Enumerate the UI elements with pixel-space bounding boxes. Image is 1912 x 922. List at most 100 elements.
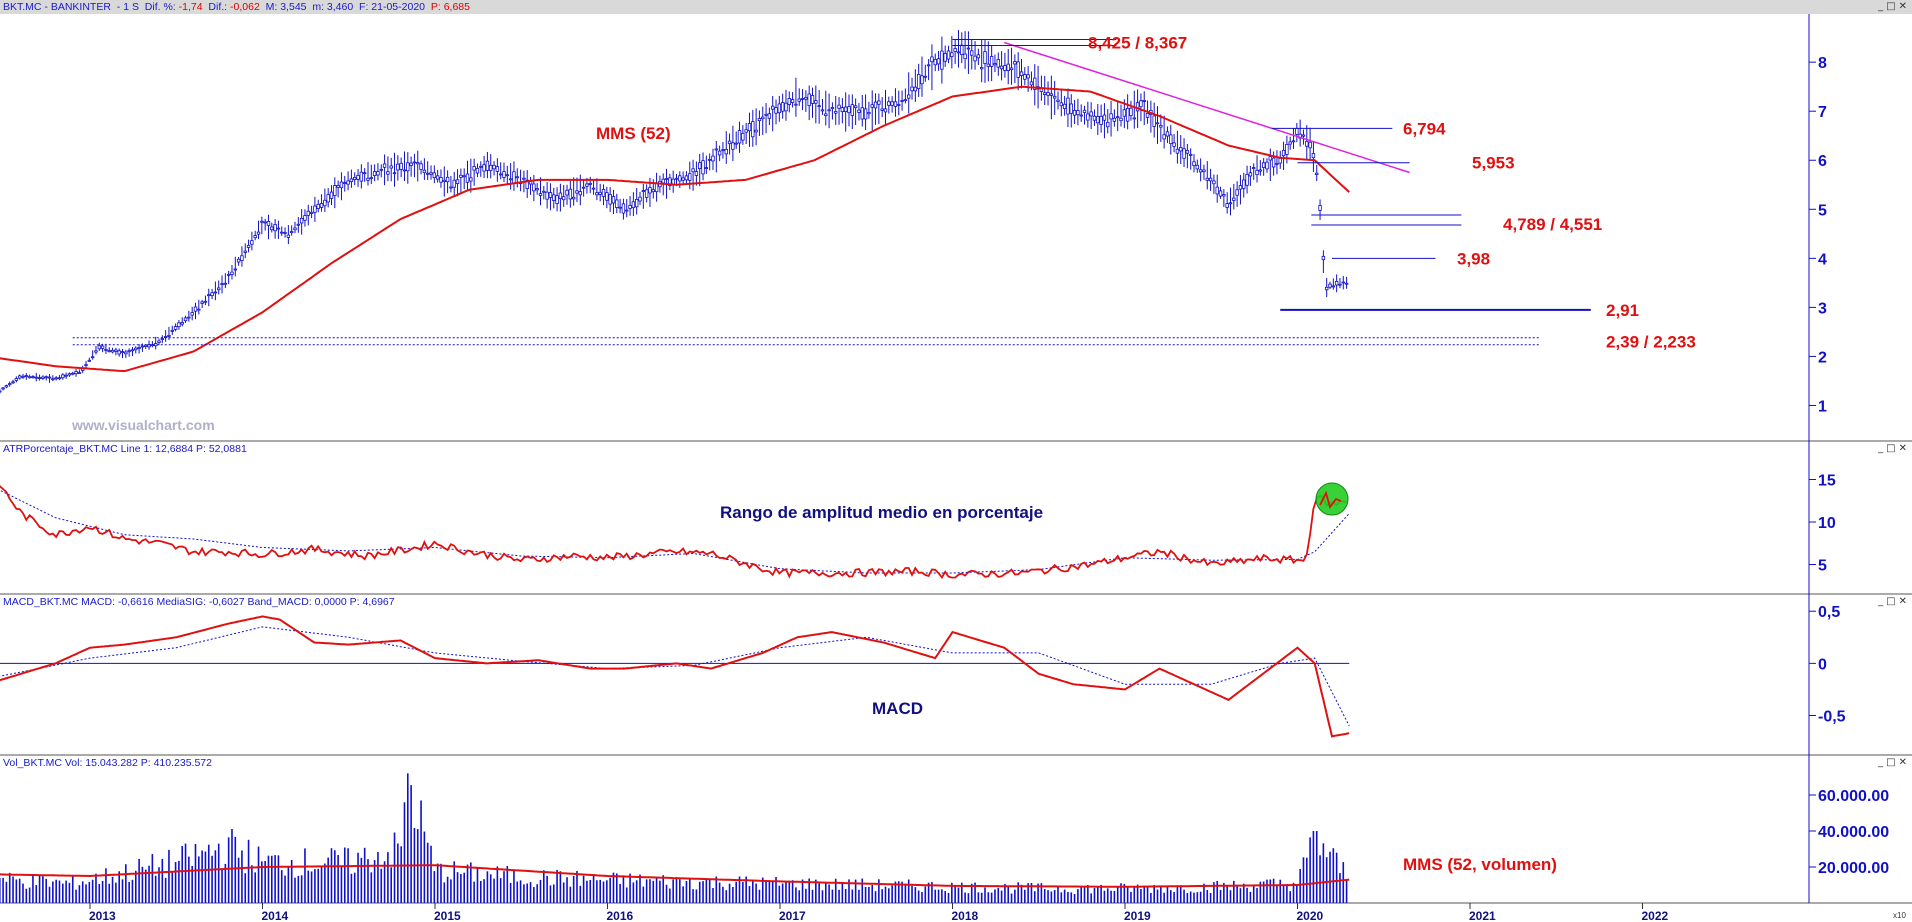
candle-body xyxy=(651,189,655,193)
level-label: 2,91 xyxy=(1606,301,1639,320)
candle-body xyxy=(545,191,549,200)
candle-body xyxy=(1066,97,1070,115)
candle-body xyxy=(774,107,778,114)
candle-body xyxy=(1228,202,1233,205)
candle-body xyxy=(1195,164,1200,170)
title-bar xyxy=(0,0,1912,14)
candle-body xyxy=(1252,167,1256,170)
candle-body xyxy=(170,329,174,332)
candle-body xyxy=(694,171,699,176)
volume-window-buttons[interactable]: _□✕ xyxy=(1878,757,1910,768)
candle-body xyxy=(399,162,403,170)
candle-body xyxy=(77,372,82,375)
candle-body xyxy=(538,193,543,196)
candle-body xyxy=(893,101,898,107)
candle-body xyxy=(233,268,237,271)
candle-body xyxy=(326,194,330,203)
candle-body xyxy=(834,111,838,114)
candle-body xyxy=(1318,205,1322,211)
candle-body xyxy=(1155,122,1160,125)
downtrend-line xyxy=(1004,41,1410,174)
candle-body xyxy=(452,179,456,188)
candle-body xyxy=(1043,92,1047,95)
candle-body xyxy=(137,347,141,349)
candle-body xyxy=(595,192,599,196)
y-tick-label: 5 xyxy=(1818,558,1827,575)
candle-body xyxy=(67,373,72,376)
candle-body xyxy=(913,86,918,92)
candle-body xyxy=(1096,116,1100,124)
candle-body xyxy=(887,101,891,106)
candle-body xyxy=(134,347,138,351)
candle-body xyxy=(389,165,393,169)
candle-body xyxy=(1285,144,1289,155)
candle-body xyxy=(1341,281,1345,284)
candle-body xyxy=(850,104,855,116)
candle-body xyxy=(1255,169,1259,176)
macd-window-buttons[interactable]: _□✕ xyxy=(1878,596,1910,607)
candle-body xyxy=(57,377,62,380)
y-tick-label: 0,5 xyxy=(1818,604,1840,621)
candle-body xyxy=(907,94,911,99)
candle-body xyxy=(432,172,437,178)
candle-body xyxy=(903,99,908,102)
candle-body xyxy=(309,211,314,214)
candle-body xyxy=(376,171,380,176)
level-label: 5,953 xyxy=(1472,154,1515,173)
candle-body xyxy=(867,112,871,115)
candle-body xyxy=(817,105,821,108)
candle-body xyxy=(1311,153,1316,159)
candle-body xyxy=(747,123,752,132)
candle-body xyxy=(542,190,546,193)
y-tick-label: 4 xyxy=(1818,251,1827,268)
candle-body xyxy=(983,51,987,64)
candle-body xyxy=(1338,283,1342,286)
candle-body xyxy=(568,188,573,200)
atr-window-buttons[interactable]: _□✕ xyxy=(1878,443,1910,454)
y-tick-label: 40.000.00 xyxy=(1818,824,1889,841)
candle-body xyxy=(193,306,198,312)
candle-body xyxy=(830,106,835,110)
candle-body xyxy=(1232,197,1236,201)
candle-body xyxy=(482,164,486,172)
candle-body xyxy=(180,322,184,325)
candle-body xyxy=(754,129,758,133)
candle-body xyxy=(930,56,934,63)
candle-body xyxy=(757,118,762,122)
candle-body xyxy=(661,178,665,184)
candle-body xyxy=(1009,67,1014,71)
candle-body xyxy=(1059,102,1064,107)
y-tick-label: 60.000.00 xyxy=(1818,788,1889,805)
symbol-label: BKT.MC - BANKINTER xyxy=(3,1,111,13)
candle-body xyxy=(777,103,782,114)
candle-body xyxy=(605,192,609,201)
candle-body xyxy=(807,93,811,107)
candle-body xyxy=(963,53,967,60)
candle-body xyxy=(1198,169,1203,173)
candle-body xyxy=(1049,93,1054,96)
candle-body xyxy=(1102,114,1107,121)
candle-body xyxy=(489,164,493,172)
candle-body xyxy=(230,271,234,275)
candle-body xyxy=(814,100,818,104)
candle-body xyxy=(263,221,267,224)
candle-body xyxy=(117,350,121,355)
level-label: 2,39 / 2,233 xyxy=(1606,333,1696,352)
dif-pct-label: Dif. %: xyxy=(144,1,176,13)
candle-body xyxy=(416,162,420,165)
candle-body xyxy=(1222,194,1226,197)
candle-body xyxy=(794,103,798,106)
candle-body xyxy=(979,67,984,70)
candle-body xyxy=(140,345,145,348)
x-tick-label: 2018 xyxy=(952,909,979,922)
candle-body xyxy=(1179,147,1183,152)
candle-body xyxy=(532,183,536,192)
candle-body xyxy=(160,338,165,340)
candle-body xyxy=(525,179,529,189)
candle-body xyxy=(21,375,25,378)
price-window-buttons[interactable]: _□✕ xyxy=(1878,1,1910,12)
candle-body xyxy=(790,99,795,103)
candle-body xyxy=(880,108,884,111)
candle-body xyxy=(213,291,218,294)
